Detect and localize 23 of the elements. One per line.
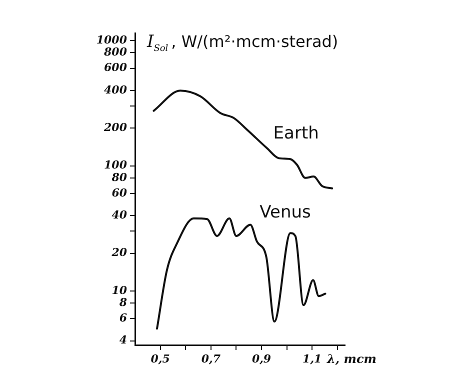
y-tick-label: 40 bbox=[112, 208, 128, 222]
y-tick-label: 10 bbox=[112, 284, 128, 297]
series-label: Venus bbox=[260, 202, 311, 223]
y-tick-label: 8 bbox=[118, 296, 128, 309]
y-tick-label: 1000 bbox=[96, 33, 128, 46]
y-tick-label: 20 bbox=[110, 246, 128, 260]
y-tick-label: 400 bbox=[104, 83, 128, 96]
y-tick-label: 60 bbox=[112, 186, 128, 200]
y-tick-label: 600 bbox=[104, 61, 128, 74]
y-tick-label: 200 bbox=[103, 120, 128, 134]
y-tick-label: 100 bbox=[104, 158, 128, 172]
y-tick-label: 6 bbox=[119, 312, 128, 325]
line-series bbox=[152, 90, 334, 190]
y-tick-label: 4 bbox=[119, 334, 127, 347]
x-tick-label: 0,5 bbox=[150, 352, 170, 366]
x-tick-label: 0,7 bbox=[201, 352, 221, 366]
x-axis-title: λ, mcm bbox=[326, 352, 376, 366]
x-tick-label: 1,1 bbox=[302, 352, 322, 366]
y-tick-label: 80 bbox=[110, 170, 128, 184]
line-series bbox=[156, 217, 326, 330]
series-label: Earth bbox=[273, 123, 319, 144]
x-tick-label: 0,9 bbox=[252, 352, 272, 366]
y-tick-label: 800 bbox=[103, 46, 128, 59]
